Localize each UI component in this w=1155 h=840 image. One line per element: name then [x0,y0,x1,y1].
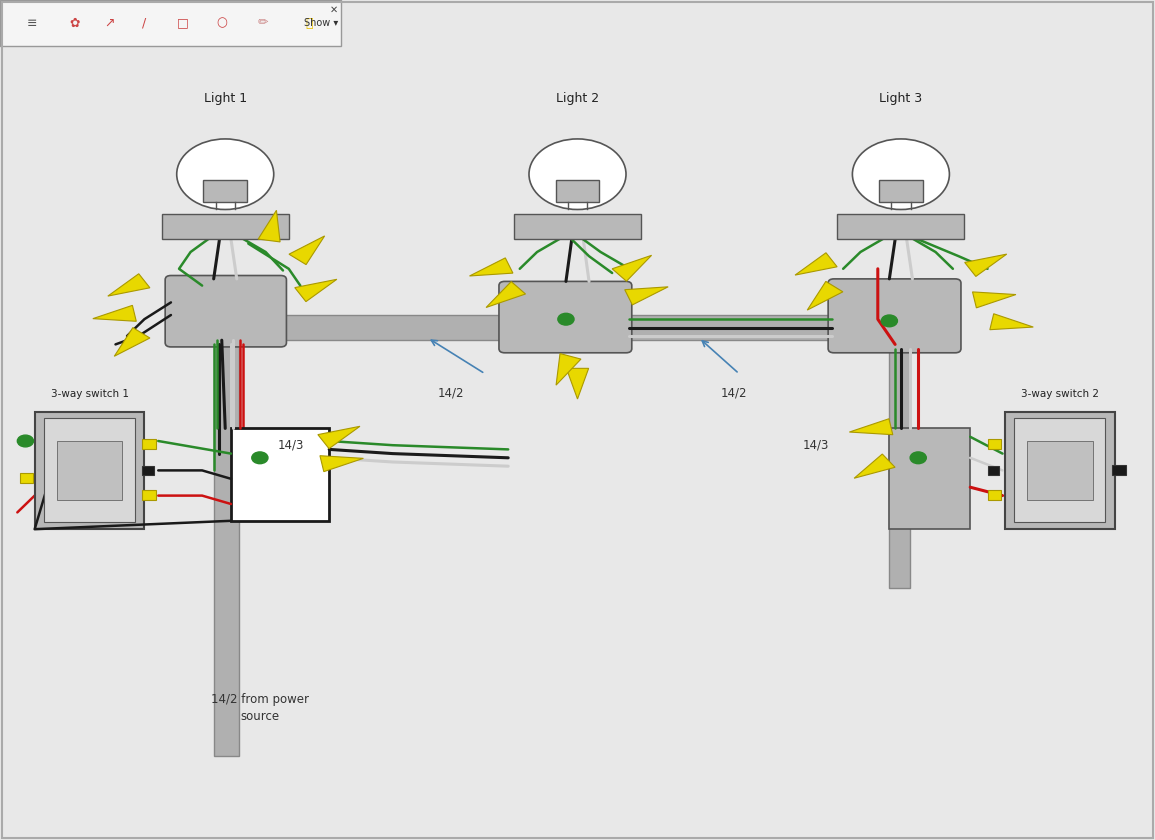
Text: 14/2 from power
source: 14/2 from power source [211,693,308,723]
Text: Light 3: Light 3 [879,92,923,105]
FancyBboxPatch shape [214,294,239,756]
FancyBboxPatch shape [35,412,144,529]
FancyBboxPatch shape [514,214,641,239]
Text: 14/3: 14/3 [803,438,829,452]
FancyBboxPatch shape [142,439,156,449]
Polygon shape [855,454,895,478]
Circle shape [881,315,897,327]
FancyBboxPatch shape [1027,441,1093,500]
Polygon shape [556,354,581,385]
FancyBboxPatch shape [828,279,961,353]
Text: Show ▾: Show ▾ [304,18,338,28]
FancyBboxPatch shape [988,466,999,475]
FancyBboxPatch shape [203,180,247,202]
Polygon shape [625,286,668,305]
Polygon shape [566,369,589,399]
Text: 14/3: 14/3 [277,438,304,452]
Text: ↗: ↗ [104,17,116,29]
Circle shape [852,139,949,209]
Polygon shape [295,279,337,302]
Text: ○: ○ [216,17,228,29]
Text: □: □ [177,17,188,29]
FancyBboxPatch shape [889,428,970,529]
Polygon shape [486,281,526,307]
Text: 14/2: 14/2 [721,386,746,399]
Polygon shape [973,292,1016,307]
FancyBboxPatch shape [988,439,1001,449]
FancyBboxPatch shape [142,466,154,475]
Text: 14/2: 14/2 [438,386,463,399]
Polygon shape [990,314,1034,329]
Text: 3-way switch 2: 3-way switch 2 [1021,389,1098,399]
Polygon shape [807,281,843,310]
Text: Light 1: Light 1 [203,92,247,105]
FancyBboxPatch shape [57,441,122,500]
FancyBboxPatch shape [879,180,923,202]
FancyBboxPatch shape [44,418,135,522]
Polygon shape [92,306,136,322]
Polygon shape [612,255,651,281]
Polygon shape [114,328,150,356]
Text: 3-way switch 1: 3-way switch 1 [51,389,128,399]
FancyBboxPatch shape [889,294,910,588]
Polygon shape [849,419,893,435]
FancyBboxPatch shape [0,0,341,46]
FancyBboxPatch shape [20,473,33,483]
Polygon shape [259,210,280,242]
Text: 💬: 💬 [306,17,313,29]
FancyBboxPatch shape [1005,412,1115,529]
Polygon shape [320,455,364,471]
Circle shape [17,435,33,447]
FancyBboxPatch shape [1014,418,1105,522]
Polygon shape [795,253,837,276]
Text: ✿: ✿ [69,17,81,29]
Polygon shape [470,258,513,276]
FancyBboxPatch shape [499,281,632,353]
Polygon shape [107,274,150,296]
Polygon shape [964,254,1007,276]
FancyBboxPatch shape [556,180,599,202]
Text: ✕: ✕ [329,5,338,15]
Text: /: / [142,17,147,29]
FancyBboxPatch shape [142,490,156,500]
FancyBboxPatch shape [165,276,286,347]
Polygon shape [289,236,325,265]
FancyBboxPatch shape [162,214,289,239]
FancyBboxPatch shape [271,315,578,340]
Circle shape [558,313,574,325]
FancyBboxPatch shape [231,428,329,521]
Circle shape [910,452,926,464]
Text: ≡: ≡ [27,17,38,29]
Text: ✏: ✏ [258,17,269,29]
Polygon shape [318,427,360,449]
FancyBboxPatch shape [837,214,964,239]
FancyBboxPatch shape [988,490,1001,500]
Circle shape [529,139,626,209]
FancyBboxPatch shape [1112,465,1126,475]
FancyBboxPatch shape [578,315,878,340]
Circle shape [252,452,268,464]
Text: Light 2: Light 2 [556,92,599,105]
Circle shape [177,139,274,209]
